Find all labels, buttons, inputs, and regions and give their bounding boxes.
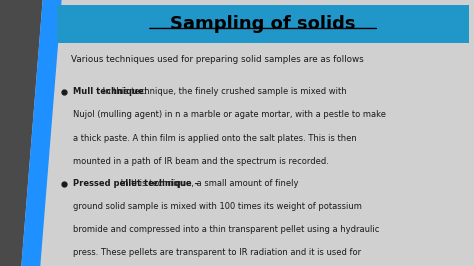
Text: ground solid sample is mixed with 100 times its weight of potassium: ground solid sample is mixed with 100 ti… xyxy=(73,202,362,211)
Text: Various techniques used for preparing solid samples are as follows: Various techniques used for preparing so… xyxy=(71,55,364,64)
Text: In this technique, the finely crushed sample is mixed with: In this technique, the finely crushed sa… xyxy=(100,87,346,96)
Text: mounted in a path of IR beam and the spectrum is recorded.: mounted in a path of IR beam and the spe… xyxy=(73,157,329,166)
Text: Nujol (mulling agent) in n a marble or agate mortar, with a pestle to make: Nujol (mulling agent) in n a marble or a… xyxy=(73,110,386,119)
Text: press. These pellets are transparent to IR radiation and it is used for: press. These pellets are transparent to … xyxy=(73,248,362,257)
Polygon shape xyxy=(0,0,43,266)
Text: Mull technique:: Mull technique: xyxy=(73,87,147,96)
FancyBboxPatch shape xyxy=(57,5,469,43)
Text: In this technique, a small amount of finely: In this technique, a small amount of fin… xyxy=(118,179,298,188)
Text: a thick paste. A thin film is applied onto the salt plates. This is then: a thick paste. A thin film is applied on… xyxy=(73,134,357,143)
Text: Sampling of solids: Sampling of solids xyxy=(170,15,356,34)
Text: Pressed pellet technique –: Pressed pellet technique – xyxy=(73,179,199,188)
Polygon shape xyxy=(21,0,62,266)
Text: bromide and compressed into a thin transparent pellet using a hydraulic: bromide and compressed into a thin trans… xyxy=(73,225,380,234)
